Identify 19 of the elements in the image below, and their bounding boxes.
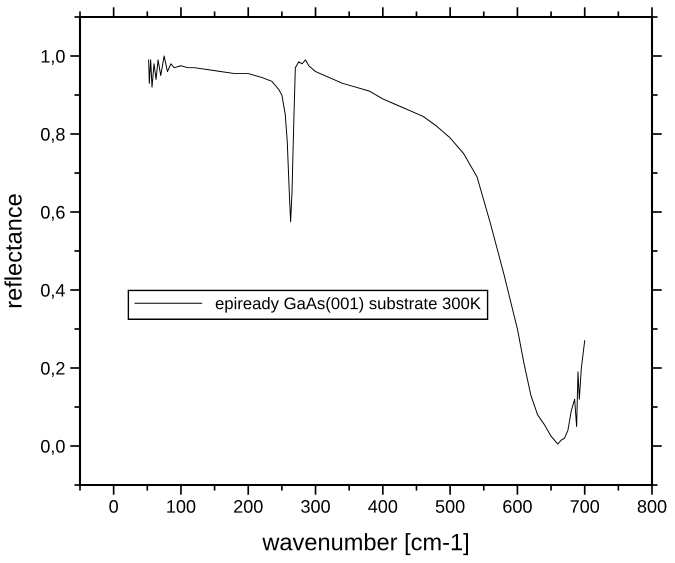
x-tick-label: 300 (301, 500, 330, 513)
y-tick-label: 0,0 (41, 440, 65, 455)
x-tick-label: 100 (167, 500, 196, 513)
x-tick-label: 400 (368, 500, 398, 513)
x-tick-label: 0 (109, 500, 118, 513)
x-tick-label: 600 (503, 500, 532, 513)
x-tick-label: 700 (570, 500, 600, 513)
y-tick-label: 0,4 (41, 284, 65, 299)
x-axis-title: wavenumber [cm-1] (262, 533, 468, 556)
y-tick-label: 0,6 (41, 206, 65, 221)
x-tick-label: 500 (436, 500, 464, 513)
y-tick-label: 0,2 (41, 362, 65, 377)
line-series (148, 56, 586, 445)
x-tick-label: 200 (234, 500, 263, 513)
legend-label: epiready GaAs(001) substrate 300K (216, 297, 481, 313)
y-tick-label: 0,8 (41, 128, 65, 143)
x-tick-label: 800 (638, 500, 666, 513)
y-axis-title: reflectance (4, 194, 22, 308)
y-tick-label: 1,0 (42, 50, 65, 65)
